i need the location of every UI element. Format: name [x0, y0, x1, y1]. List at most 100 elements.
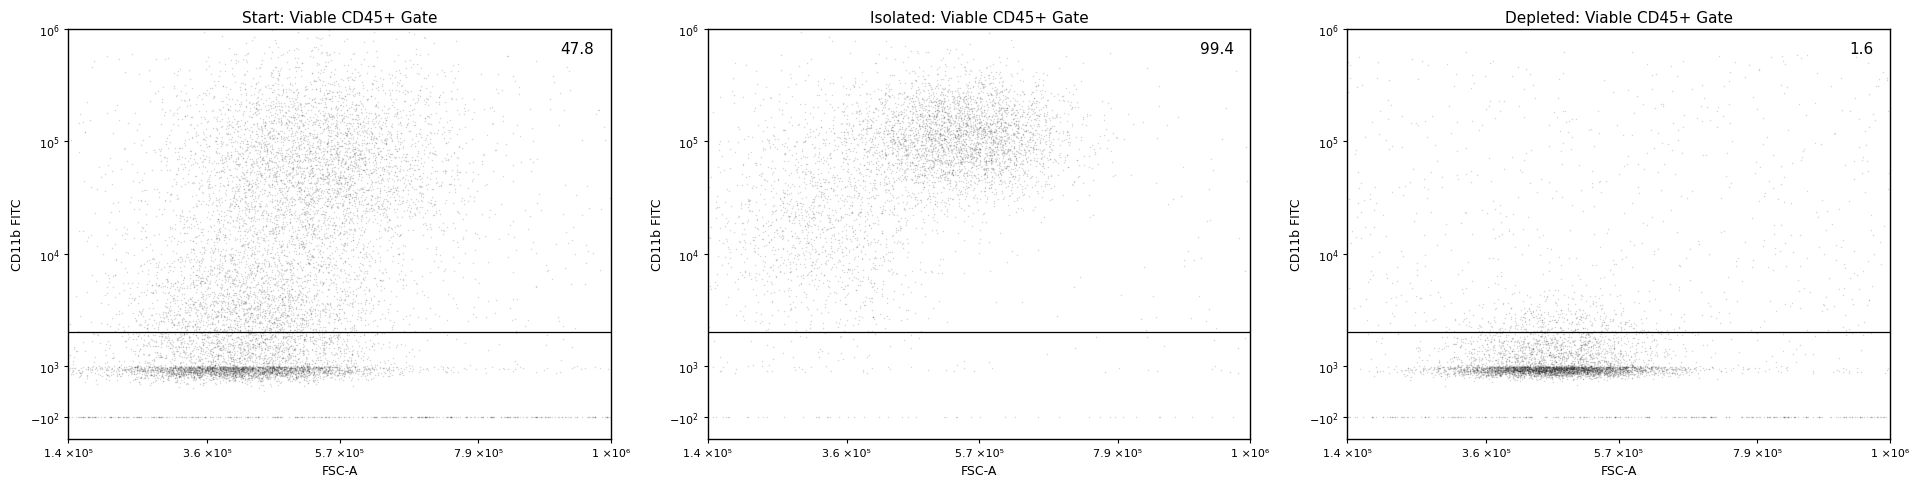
- Point: [996, 116, 1027, 123]
- Point: [1542, 368, 1572, 376]
- Point: [267, 156, 298, 163]
- Point: [244, 151, 275, 159]
- Point: [712, 185, 743, 193]
- Point: [1023, 112, 1054, 120]
- Point: [710, 214, 741, 222]
- Point: [1467, 362, 1498, 370]
- Point: [271, 366, 301, 374]
- Point: [234, 165, 265, 173]
- Point: [1006, 189, 1037, 197]
- Point: [290, 152, 321, 160]
- Point: [79, 370, 109, 378]
- Point: [257, 319, 288, 327]
- Point: [202, 282, 232, 290]
- Point: [1561, 366, 1592, 374]
- Point: [209, 231, 240, 239]
- Point: [972, 174, 1002, 182]
- Point: [1561, 364, 1592, 372]
- Point: [956, 108, 987, 116]
- Point: [1584, 312, 1615, 320]
- Point: [920, 99, 950, 106]
- Point: [877, 117, 908, 125]
- Point: [952, 105, 983, 113]
- Point: [1476, 366, 1507, 374]
- Point: [236, 365, 267, 373]
- Point: [424, 101, 455, 109]
- Point: [1597, 366, 1628, 374]
- Point: [981, 113, 1012, 121]
- Point: [1526, 371, 1557, 379]
- Point: [1576, 363, 1607, 370]
- Point: [223, 187, 253, 195]
- Point: [1705, 53, 1736, 61]
- Point: [228, 346, 259, 354]
- Point: [972, 101, 1002, 109]
- Point: [760, 190, 791, 198]
- Point: [918, 135, 948, 142]
- Point: [904, 134, 935, 142]
- Point: [313, 222, 344, 230]
- Point: [242, 264, 273, 271]
- Point: [964, 178, 995, 185]
- Point: [1532, 367, 1563, 375]
- Point: [196, 367, 227, 375]
- Point: [962, 94, 993, 102]
- Point: [204, 369, 234, 377]
- Point: [904, 145, 935, 153]
- Point: [315, 366, 346, 374]
- Point: [1501, 364, 1532, 371]
- Point: [1498, 364, 1528, 372]
- Point: [269, 155, 300, 163]
- Point: [348, 118, 378, 126]
- Point: [376, 157, 407, 165]
- Point: [284, 366, 315, 373]
- Point: [309, 345, 340, 353]
- Point: [332, 336, 363, 344]
- Point: [1486, 367, 1517, 375]
- Point: [924, 139, 954, 146]
- Point: [1008, 186, 1039, 194]
- Point: [121, 341, 152, 349]
- Point: [1791, 413, 1822, 421]
- Point: [803, 264, 833, 272]
- Point: [1565, 367, 1596, 375]
- Point: [263, 336, 294, 344]
- Point: [326, 369, 357, 377]
- Point: [1588, 364, 1619, 371]
- Point: [828, 192, 858, 200]
- Point: [983, 101, 1014, 108]
- Point: [979, 140, 1010, 147]
- Point: [388, 249, 419, 257]
- Point: [1004, 137, 1035, 144]
- Point: [459, 413, 490, 421]
- Point: [1530, 363, 1561, 370]
- Point: [1486, 353, 1517, 361]
- Point: [248, 140, 278, 147]
- Point: [987, 151, 1018, 159]
- Point: [136, 166, 167, 174]
- Point: [918, 146, 948, 154]
- Point: [1476, 346, 1507, 354]
- Point: [864, 133, 895, 141]
- Point: [950, 136, 981, 143]
- Point: [845, 136, 876, 143]
- Point: [84, 174, 115, 182]
- Point: [1532, 363, 1563, 371]
- Point: [263, 252, 294, 260]
- Point: [321, 341, 351, 348]
- Point: [334, 173, 365, 181]
- Point: [303, 286, 334, 294]
- Point: [309, 187, 340, 195]
- Point: [359, 413, 390, 421]
- Point: [1542, 365, 1572, 373]
- Point: [768, 245, 799, 253]
- Point: [284, 327, 315, 335]
- Point: [374, 151, 405, 159]
- Point: [1484, 329, 1515, 337]
- Point: [336, 103, 367, 111]
- Point: [1060, 345, 1091, 352]
- Point: [263, 339, 294, 347]
- Point: [1509, 344, 1540, 351]
- Point: [426, 131, 457, 139]
- Point: [970, 169, 1000, 177]
